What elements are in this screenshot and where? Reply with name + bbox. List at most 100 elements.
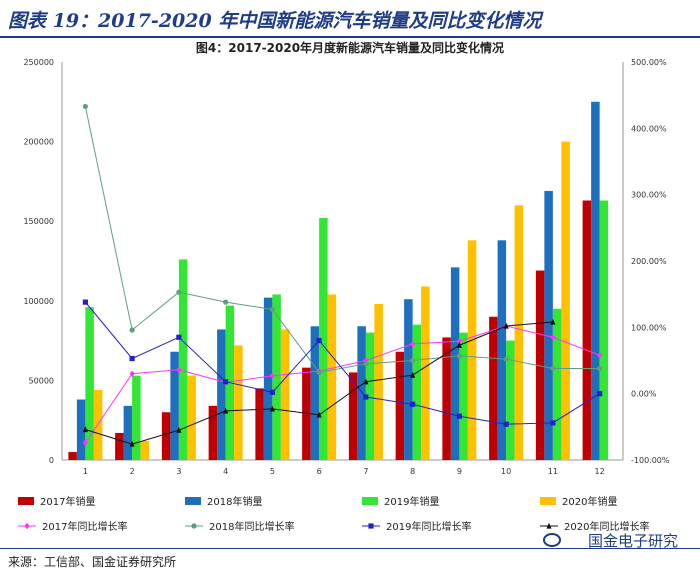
y-right-tick-label: 400.00% bbox=[631, 124, 667, 133]
bar bbox=[421, 286, 430, 460]
x-tick-label: 10 bbox=[501, 467, 511, 476]
bar bbox=[263, 297, 273, 460]
line-point bbox=[368, 523, 374, 529]
x-tick-label: 6 bbox=[317, 467, 322, 476]
bar bbox=[450, 267, 460, 460]
legend-label: 2019年同比增长率 bbox=[386, 520, 471, 533]
line-point bbox=[129, 355, 135, 362]
bar bbox=[365, 332, 375, 460]
bar bbox=[319, 218, 328, 460]
bar bbox=[280, 329, 290, 460]
series-line bbox=[84, 325, 600, 444]
bar bbox=[187, 375, 196, 460]
bar bbox=[140, 440, 150, 460]
page-title: 图表 19：2017-2020 年中国新能源汽车销量及同比变化情况 bbox=[8, 10, 542, 32]
y-right-tick-label: 0.00% bbox=[631, 390, 657, 399]
line-point bbox=[597, 365, 603, 372]
bar bbox=[178, 259, 188, 460]
line-point bbox=[456, 338, 462, 345]
source-note: 来源：工信部、国金证券研究所 bbox=[8, 555, 177, 569]
bar bbox=[599, 200, 609, 460]
line-point bbox=[269, 372, 275, 379]
brand-label: 国金电子研究 bbox=[587, 532, 678, 550]
bar bbox=[544, 190, 553, 460]
y-right-tick-label: 200.00% bbox=[631, 257, 667, 266]
page-title-bar: 图表 19：2017-2020 年中国新能源汽车销量及同比变化情况 bbox=[0, 0, 700, 38]
line-point bbox=[176, 426, 182, 433]
x-tick-label: 7 bbox=[363, 467, 368, 476]
line-point bbox=[24, 522, 30, 530]
x-tick-label: 11 bbox=[548, 467, 558, 476]
line-point bbox=[176, 289, 182, 295]
x-tick-label: 12 bbox=[595, 467, 605, 476]
line-point bbox=[550, 365, 556, 372]
bar bbox=[115, 432, 124, 460]
line-point bbox=[503, 322, 509, 329]
series-line bbox=[84, 301, 600, 425]
bar bbox=[506, 340, 515, 460]
bar bbox=[535, 270, 545, 460]
legend-label: 2017年同比增长率 bbox=[42, 520, 127, 533]
bar bbox=[170, 351, 179, 460]
bar bbox=[357, 326, 366, 460]
bar bbox=[395, 351, 405, 460]
bar bbox=[327, 294, 337, 460]
line-point bbox=[550, 334, 556, 341]
line-point bbox=[363, 378, 369, 385]
line-point bbox=[550, 420, 556, 426]
legend-swatch bbox=[540, 497, 556, 505]
footer-divider bbox=[0, 548, 700, 549]
bar bbox=[591, 101, 600, 461]
bar bbox=[76, 399, 86, 460]
line-point bbox=[176, 366, 182, 373]
bar bbox=[93, 389, 103, 460]
bar bbox=[582, 200, 592, 460]
bar bbox=[442, 337, 451, 460]
legend-label: 2018年同比增长率 bbox=[209, 520, 294, 533]
line-point bbox=[82, 103, 88, 110]
legend-swatch bbox=[185, 497, 201, 505]
line-point bbox=[503, 421, 509, 427]
line-point bbox=[550, 318, 556, 325]
bar bbox=[514, 205, 524, 460]
legend-label: 2018年销量 bbox=[207, 495, 262, 508]
bar bbox=[255, 388, 264, 460]
line-point bbox=[176, 334, 182, 340]
line-point bbox=[456, 342, 462, 348]
line-point bbox=[191, 523, 197, 529]
legend-swatch bbox=[18, 497, 34, 505]
bar bbox=[561, 141, 570, 460]
line-point bbox=[129, 440, 135, 447]
line-point bbox=[503, 356, 509, 362]
bar bbox=[272, 294, 281, 460]
x-tick-label: 3 bbox=[176, 467, 181, 476]
y-right-tick-label: 500.00% bbox=[631, 58, 667, 67]
bar bbox=[489, 316, 498, 460]
bar bbox=[374, 303, 383, 460]
line-point bbox=[269, 306, 275, 313]
x-tick-label: 8 bbox=[410, 467, 415, 476]
line-point bbox=[546, 522, 552, 529]
chart-title: 图4：2017-2020年月度新能源汽车销量及同比变化情况 bbox=[196, 40, 504, 55]
legend-label: 2019年销量 bbox=[384, 495, 439, 508]
bar bbox=[68, 452, 77, 460]
line-point bbox=[316, 338, 322, 344]
line-point bbox=[410, 401, 416, 407]
y-left-tick-label: 200000 bbox=[23, 138, 54, 147]
bar bbox=[412, 324, 422, 460]
bar bbox=[310, 326, 320, 460]
line-point bbox=[223, 299, 229, 305]
bar bbox=[208, 405, 218, 460]
y-right-tick-label: 100.00% bbox=[631, 323, 667, 332]
line-point bbox=[82, 439, 88, 446]
y-right-tick-label: 300.00% bbox=[631, 191, 667, 200]
line-point bbox=[410, 371, 416, 378]
line-point bbox=[363, 361, 369, 367]
bar bbox=[302, 367, 311, 460]
bar bbox=[217, 329, 226, 460]
line-point bbox=[456, 413, 462, 419]
x-tick-label: 4 bbox=[223, 467, 228, 476]
x-tick-label: 1 bbox=[83, 467, 88, 476]
line-point bbox=[223, 379, 229, 385]
bar bbox=[123, 405, 133, 460]
